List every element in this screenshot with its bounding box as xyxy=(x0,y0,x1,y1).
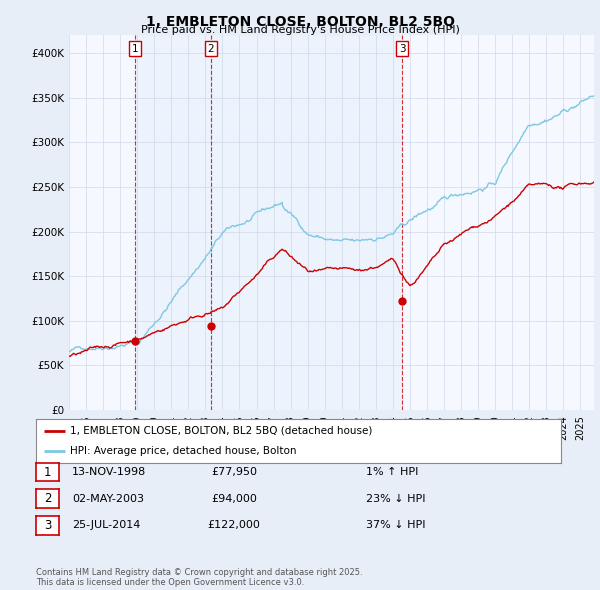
Text: 02-MAY-2003: 02-MAY-2003 xyxy=(72,494,144,503)
Text: 1: 1 xyxy=(131,44,138,54)
Text: 23% ↓ HPI: 23% ↓ HPI xyxy=(366,494,425,503)
Text: HPI: Average price, detached house, Bolton: HPI: Average price, detached house, Bolt… xyxy=(70,446,296,456)
Bar xyxy=(135,35,211,410)
Text: 3: 3 xyxy=(44,519,51,532)
Text: 1, EMBLETON CLOSE, BOLTON, BL2 5BQ: 1, EMBLETON CLOSE, BOLTON, BL2 5BQ xyxy=(146,15,455,30)
Text: 13-NOV-1998: 13-NOV-1998 xyxy=(72,467,146,477)
Bar xyxy=(211,35,403,410)
Text: £77,950: £77,950 xyxy=(211,467,257,477)
Text: 1: 1 xyxy=(44,466,51,478)
Text: 25-JUL-2014: 25-JUL-2014 xyxy=(72,520,140,530)
Text: 2: 2 xyxy=(208,44,214,54)
Text: 2: 2 xyxy=(44,492,51,505)
Text: 3: 3 xyxy=(399,44,406,54)
Text: Price paid vs. HM Land Registry's House Price Index (HPI): Price paid vs. HM Land Registry's House … xyxy=(140,25,460,35)
Text: 37% ↓ HPI: 37% ↓ HPI xyxy=(366,520,425,530)
Text: £94,000: £94,000 xyxy=(211,494,257,503)
Text: Contains HM Land Registry data © Crown copyright and database right 2025.
This d: Contains HM Land Registry data © Crown c… xyxy=(36,568,362,587)
Text: 1, EMBLETON CLOSE, BOLTON, BL2 5BQ (detached house): 1, EMBLETON CLOSE, BOLTON, BL2 5BQ (deta… xyxy=(70,426,373,436)
Text: 1% ↑ HPI: 1% ↑ HPI xyxy=(366,467,418,477)
Text: £122,000: £122,000 xyxy=(208,520,260,530)
